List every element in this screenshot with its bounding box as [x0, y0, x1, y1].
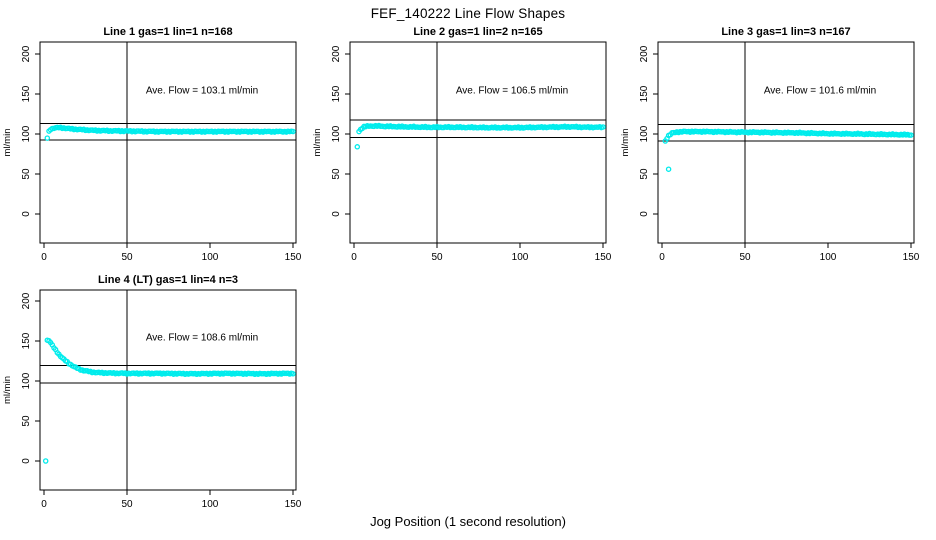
- y-axis-label: ml/min: [312, 129, 323, 157]
- ave-flow-annotation: Ave. Flow = 103.1 ml/min: [146, 86, 258, 97]
- panel-4: 0 50 100 150 0 50 100 150 200 ml/min Line 4 (LT) g…: [2, 274, 302, 510]
- plot-box: [39, 289, 297, 491]
- y-tick-label: 200: [21, 292, 32, 309]
- y-tick-label: 150: [21, 85, 32, 102]
- x-axis-label: Jog Position (1 second resolution): [370, 514, 566, 529]
- outlier-point-marker: [354, 144, 361, 150]
- y-tick-label: 100: [639, 125, 650, 142]
- data-points: [354, 122, 606, 150]
- y-tick-label: 100: [21, 125, 32, 142]
- x-tick-label: 150: [285, 499, 302, 510]
- panel-1: 0 50 100 150 0 50 100 150 200 ml/min Line 1 gas=1 …: [2, 26, 302, 263]
- panel-title: Line 2 gas=1 lin=2 n=165: [413, 26, 542, 38]
- y-tick-label: 50: [21, 168, 32, 180]
- plot-box: [657, 41, 915, 244]
- panel-2: 0 50 100 150 0 50 100 150 200 ml/min Line 2 gas=1 …: [312, 26, 612, 263]
- ave-flow-annotation: Ave. Flow = 101.6 ml/min: [764, 86, 876, 97]
- x-tick-label: 50: [739, 252, 751, 263]
- panel-title: Line 1 gas=1 lin=1 n=168: [103, 26, 232, 38]
- data-points: [42, 337, 296, 464]
- figure-title: FEF_140222 Line Flow Shapes: [370, 6, 566, 21]
- x-tick-label: 0: [41, 499, 47, 510]
- y-tick-label: 200: [21, 45, 32, 62]
- x-tick-label: 100: [202, 499, 219, 510]
- x-tick-label: 50: [121, 499, 133, 510]
- x-tick-label: 50: [121, 252, 133, 263]
- x-tick-label: 0: [41, 252, 47, 263]
- data-point-marker: [290, 371, 296, 377]
- y-tick-label: 0: [21, 458, 32, 464]
- outlier-point-marker: [665, 166, 672, 172]
- y-axis-label: ml/min: [2, 129, 13, 157]
- y-tick-label: 100: [21, 372, 32, 389]
- panel-title: Line 3 gas=1 lin=3 n=167: [721, 26, 850, 38]
- y-tick-label: 200: [331, 45, 342, 62]
- y-tick-label: 50: [21, 415, 32, 427]
- plot-box: [39, 41, 297, 244]
- plot-box: [349, 41, 607, 244]
- x-tick-label: 100: [820, 252, 837, 263]
- y-axis-label: ml/min: [2, 376, 13, 404]
- data-points: [662, 128, 914, 172]
- y-tick-label: 200: [639, 45, 650, 62]
- y-tick-label: 50: [331, 168, 342, 180]
- data-points: [44, 124, 296, 141]
- y-tick-label: 150: [639, 85, 650, 102]
- panel-3: 0 50 100 150 0 50 100 150 200 ml/min Line 3 gas=1 …: [620, 26, 920, 263]
- data-point-marker: [290, 128, 296, 135]
- y-tick-label: 50: [639, 168, 650, 180]
- y-tick-label: 0: [331, 211, 342, 217]
- x-tick-label: 50: [431, 252, 443, 263]
- y-axis-label: ml/min: [620, 129, 631, 157]
- ave-flow-annotation: Ave. Flow = 108.6 ml/min: [146, 333, 258, 344]
- x-tick-label: 0: [659, 252, 665, 263]
- y-tick-label: 0: [21, 211, 32, 217]
- x-tick-label: 100: [512, 252, 529, 263]
- x-tick-label: 0: [351, 252, 357, 263]
- y-tick-label: 100: [331, 125, 342, 142]
- x-tick-label: 100: [202, 252, 219, 263]
- data-point-marker: [44, 135, 51, 141]
- y-tick-label: 0: [639, 211, 650, 217]
- x-tick-label: 150: [903, 252, 920, 263]
- y-tick-label: 150: [331, 85, 342, 102]
- outlier-point-marker: [42, 458, 49, 464]
- data-point-marker: [908, 132, 914, 138]
- y-tick-label: 150: [21, 332, 32, 349]
- x-tick-label: 150: [285, 252, 302, 263]
- data-point-marker: [600, 124, 606, 130]
- panel-title: Line 4 (LT) gas=1 lin=4 n=3: [98, 274, 238, 286]
- x-tick-label: 150: [595, 252, 612, 263]
- ave-flow-annotation: Ave. Flow = 106.5 ml/min: [456, 86, 568, 97]
